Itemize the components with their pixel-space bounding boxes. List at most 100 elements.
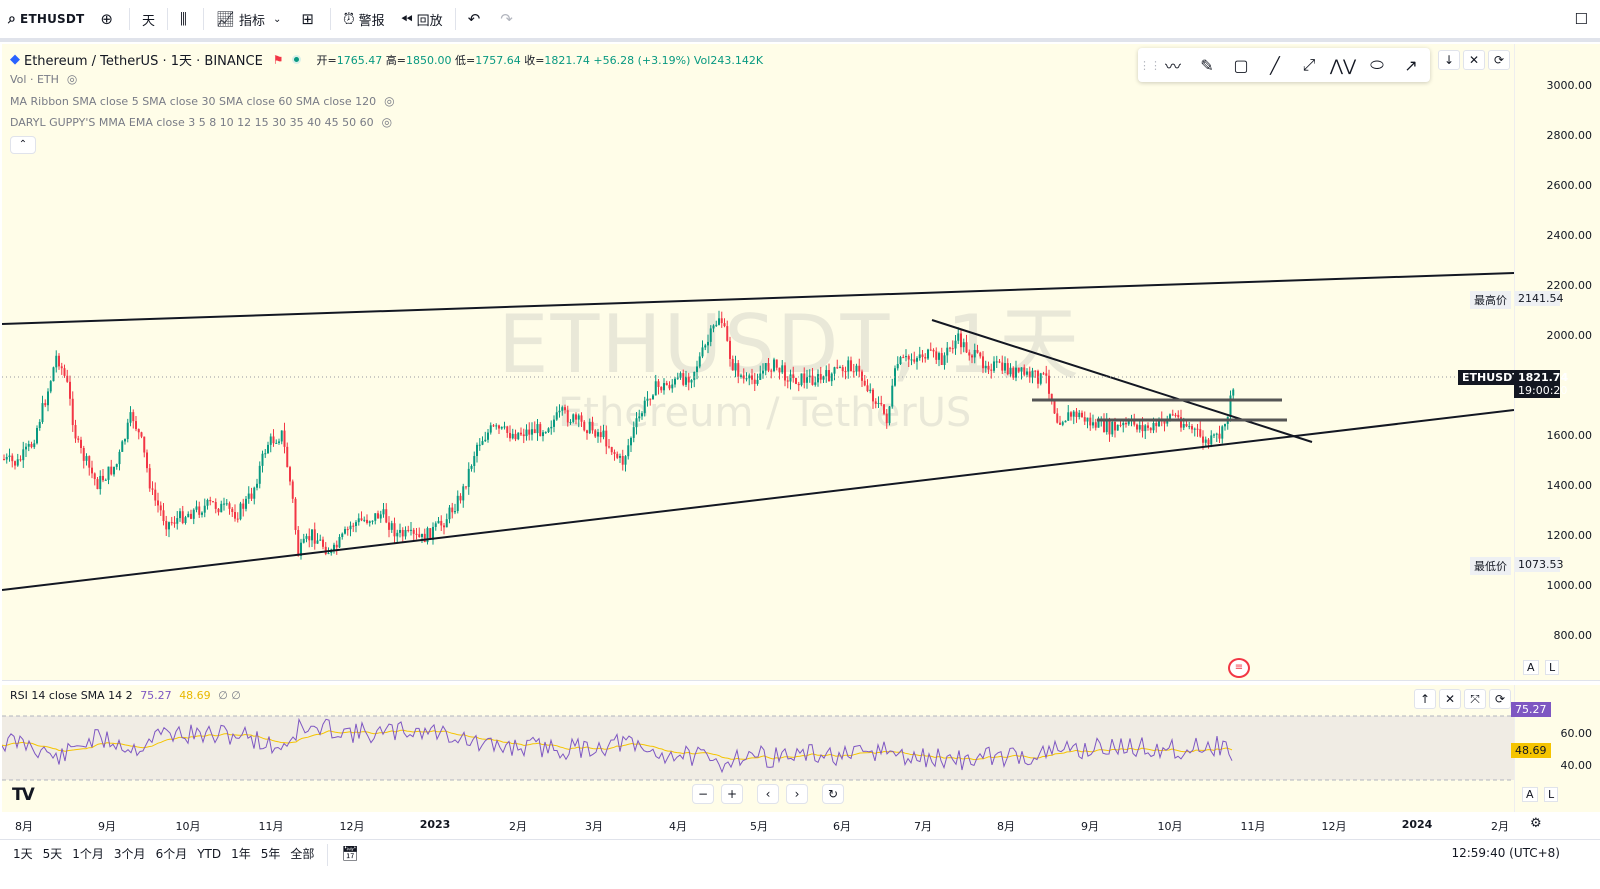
rectangle-icon[interactable]: ▢: [1233, 55, 1249, 75]
compare-button[interactable]: ⊕: [92, 4, 125, 34]
candle-body: [1017, 367, 1020, 372]
move-down-icon[interactable]: ↓: [1438, 50, 1460, 70]
trend-path-icon[interactable]: 〰: [1164, 57, 1181, 76]
candle-body: [929, 349, 932, 351]
rsi-scale[interactable]: 60.00 40.00 75.27 48.69 A L: [1511, 685, 1600, 829]
candle-body: [679, 373, 682, 378]
scroll-right-icon[interactable]: ›: [786, 784, 808, 804]
eye-hidden-icon[interactable]: ◎: [384, 94, 395, 108]
close-icon[interactable]: ✕: [1439, 689, 1461, 709]
candle-body: [223, 503, 225, 505]
series-title[interactable]: Ethereum / TetherUS · 1天 · BINANCE: [24, 54, 263, 69]
rsi-auto-scale-button[interactable]: A: [1522, 787, 1538, 802]
layouts-button[interactable]: ⊞: [293, 4, 326, 34]
settings-gear-icon[interactable]: ⚙: [1530, 816, 1542, 831]
fullscreen-button[interactable]: ☐: [1567, 4, 1600, 34]
range-1m[interactable]: 1个月: [72, 847, 104, 861]
interval-button[interactable]: 天: [134, 4, 163, 34]
replay-button[interactable]: ⏪︎ 回放: [393, 4, 451, 34]
range-ytd[interactable]: YTD: [197, 847, 222, 861]
reset-chart-icon[interactable]: ↻: [822, 784, 844, 804]
candle-body: [445, 519, 448, 528]
collapse-pane-icon[interactable]: ✕: [1463, 50, 1485, 70]
chart-area[interactable]: ETHUSDT, 1天 Ethereum / TetherUS ◆ Ethere…: [0, 42, 1600, 839]
guppy-legend[interactable]: DARYL GUPPY'S MMA EMA close 3 5 8 10 12 …: [10, 115, 392, 129]
redo-button[interactable]: ↷: [492, 4, 525, 34]
maximize-pane-icon[interactable]: ⟳: [1489, 689, 1511, 709]
rsi-pane[interactable]: RSI 14 close SMA 14 2 75.27 48.69 ∅ ∅ ↑ …: [2, 685, 1514, 829]
tradingview-logo[interactable]: 𝗧𝗩: [12, 785, 35, 805]
candle-body: [553, 419, 555, 427]
candle-body: [168, 522, 170, 530]
rsi-legend[interactable]: RSI 14 close SMA 14 2 75.27 48.69 ∅ ∅: [10, 689, 241, 702]
candle-body: [852, 371, 855, 373]
candle-body: [731, 358, 734, 371]
undo-button[interactable]: ↶: [460, 4, 493, 34]
candle-body: [654, 381, 657, 396]
goto-date-icon[interactable]: 📅︎: [341, 846, 360, 862]
arrow-line-icon[interactable]: ↗: [1404, 55, 1418, 75]
ma-ribbon-legend[interactable]: MA Ribbon SMA close 5 SMA close 30 SMA c…: [10, 94, 395, 108]
candle-body: [555, 412, 558, 420]
line-icon[interactable]: ╱: [1270, 55, 1280, 75]
range-1d[interactable]: 1天: [13, 847, 33, 861]
candle-body: [99, 475, 102, 490]
range-5d[interactable]: 5天: [42, 847, 63, 861]
chart-type-button[interactable]: ⫼: [172, 4, 199, 34]
price-pane[interactable]: ETHUSDT, 1天 Ethereum / TetherUS ◆ Ethere…: [2, 44, 1514, 680]
rsi-chart: [2, 715, 1514, 781]
close-label: 收: [524, 53, 536, 67]
candles-icon: ⫼: [180, 10, 187, 28]
range-all[interactable]: 全部: [290, 847, 315, 861]
us-flag-event-icon[interactable]: ≡: [1228, 658, 1250, 678]
indicators-button[interactable]: 📈︎ 指标 ⌄: [208, 4, 293, 34]
move-up-icon[interactable]: ↑: [1414, 689, 1436, 709]
timezone-clock[interactable]: 12:59:40 (UTC+8): [1451, 846, 1560, 860]
candle-body: [58, 355, 60, 367]
candle-body: [663, 383, 665, 391]
candle-body: [619, 455, 621, 458]
candle-body: [872, 389, 874, 402]
volume-legend[interactable]: Vol · ETH ◎: [10, 72, 77, 86]
range-1y[interactable]: 1年: [231, 847, 251, 861]
pattern-icon[interactable]: ⋀⋁: [1329, 55, 1357, 75]
brush-icon[interactable]: ✎: [1200, 55, 1214, 75]
collapse-legend-button[interactable]: ⌃: [10, 136, 36, 154]
replay-label: 回放: [416, 13, 443, 29]
log-scale-button[interactable]: L: [1545, 660, 1560, 675]
range-3m[interactable]: 3个月: [113, 847, 146, 861]
candle-body: [294, 498, 297, 530]
time-scale[interactable]: 8月 9月 10月 11月 12月 2023 2月 3月 4月 5月 6月 7月 8月 9月 10月 11月 1…: [0, 812, 1600, 836]
auto-scale-button[interactable]: A: [1523, 660, 1539, 675]
candle-body: [148, 468, 151, 489]
drag-handle-icon[interactable]: ⋮⋮: [1139, 58, 1161, 72]
time-scale-tick: 2023: [419, 818, 451, 831]
volume-legend-label: Vol · ETH: [10, 72, 59, 86]
range-5y[interactable]: 5年: [260, 847, 281, 861]
time-scale-tick: 11月: [258, 820, 284, 833]
ray-icon[interactable]: ⤢: [1302, 55, 1316, 74]
eye-hidden-icon[interactable]: ◎: [381, 115, 393, 129]
redo-icon: ↷: [500, 10, 513, 28]
zoom-in-icon[interactable]: +: [721, 784, 743, 804]
flag-icon[interactable]: ⚑: [272, 52, 284, 67]
candle-body: [396, 532, 399, 537]
candle-body: [514, 433, 517, 440]
collapse-pane-icon[interactable]: ⤧: [1464, 689, 1486, 709]
rsi-log-scale-button[interactable]: L: [1544, 787, 1559, 802]
scroll-left-icon[interactable]: ‹: [757, 784, 779, 804]
pane-separator[interactable]: [2, 680, 1600, 685]
maximize-pane-icon[interactable]: ⟳: [1488, 50, 1510, 70]
candle-body: [1067, 412, 1070, 421]
range-6m[interactable]: 6个月: [155, 847, 188, 861]
candle-body: [388, 522, 390, 530]
symbol-search[interactable]: ⌕ ETHUSDT: [0, 4, 92, 34]
eye-hidden-icon[interactable]: ◎: [66, 72, 78, 86]
alerts-button[interactable]: ⏰︎ 警报: [335, 4, 393, 34]
ellipse-icon[interactable]: ⬭: [1370, 55, 1384, 74]
chart-navigation: − + ‹ › ↻: [692, 784, 851, 804]
candle-body: [1202, 436, 1204, 443]
zoom-out-icon[interactable]: −: [692, 784, 714, 804]
candle-body: [11, 455, 14, 462]
price-scale[interactable]: 3000.00 2800.00 2600.00 2400.00 2200.00 2000.…: [1514, 44, 1600, 680]
